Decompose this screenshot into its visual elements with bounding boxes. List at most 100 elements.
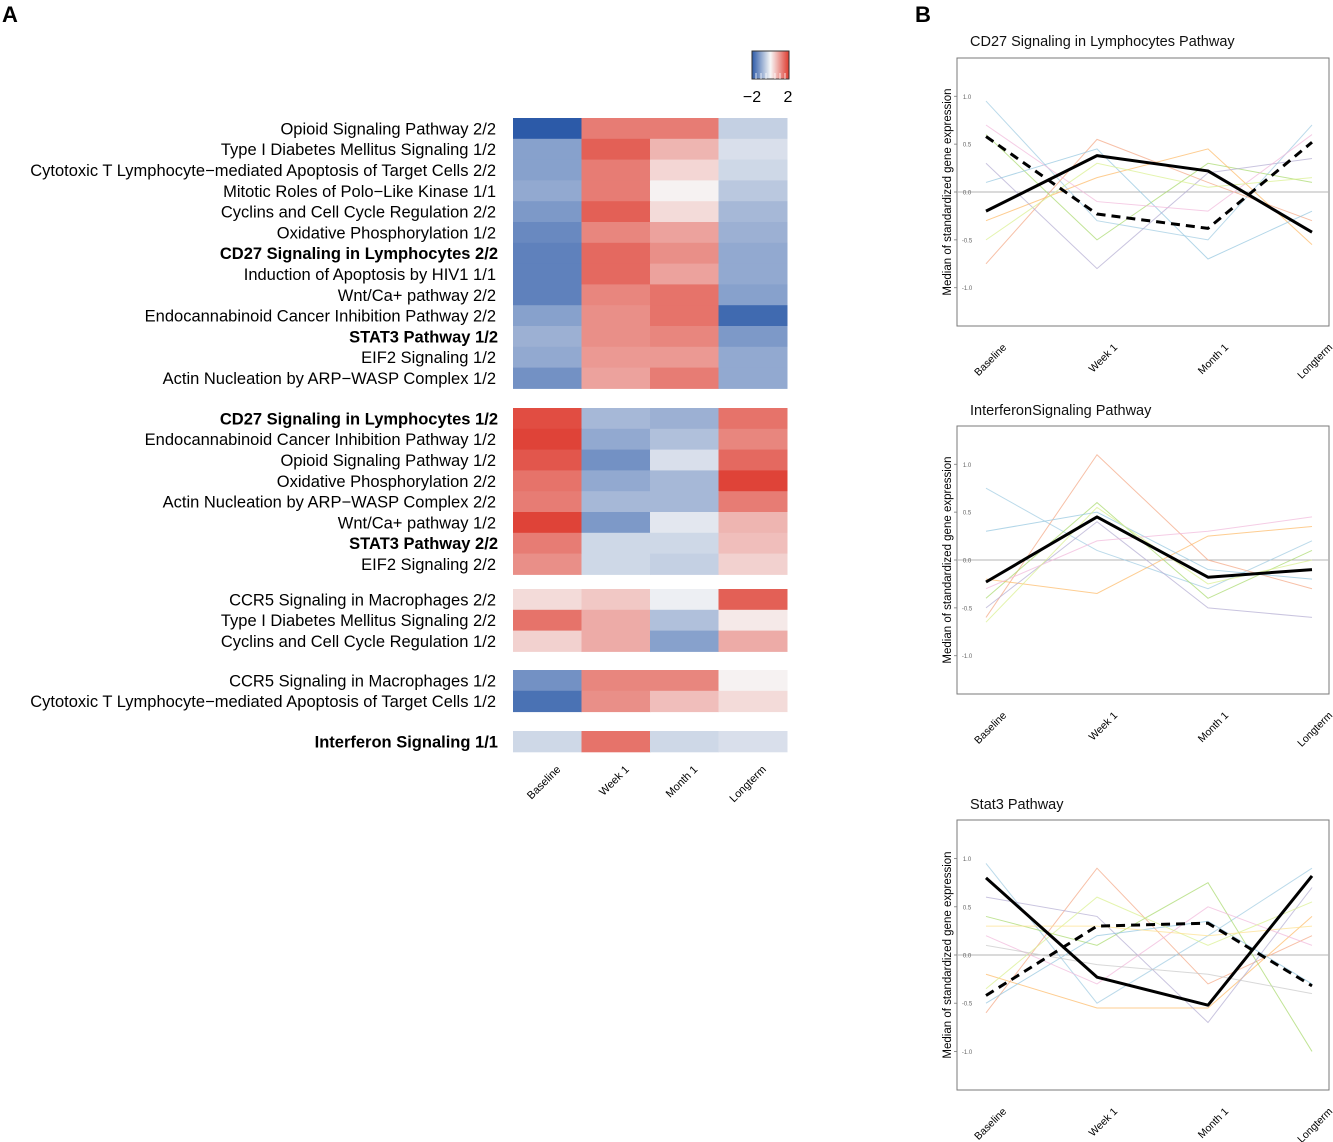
heatmap-cell: [650, 553, 719, 575]
heatmap-cell: [513, 326, 582, 348]
heatmap-row-label: CD27 Signaling in Lymphocytes 2/2: [220, 245, 498, 263]
heatmap-row-label: Type I Diabetes Mellitus Signaling 2/2: [221, 612, 496, 630]
y-tick-label: -0.5: [962, 1002, 973, 1008]
chart-title: CD27 Signaling in Lymphocytes Pathway: [970, 34, 1235, 50]
heatmap-column-label: Baseline: [525, 764, 563, 802]
heatmap-cell: [581, 670, 651, 692]
heatmap-cell: [581, 609, 651, 632]
heatmap-cell: [718, 222, 788, 244]
heatmap-cell: [650, 180, 719, 202]
heatmap-row-label: Interferon Signaling 1/1: [315, 733, 498, 751]
heatmap-cell: [650, 159, 719, 181]
heatmap-cell: [718, 326, 788, 348]
heatmap-cell: [718, 242, 788, 265]
heatmap-cell: [513, 491, 582, 513]
x-tick-label: Longterm: [1295, 709, 1333, 749]
heatmap-cell: [650, 731, 719, 753]
heatmap-cell: [718, 159, 788, 181]
heatmap-cell: [718, 532, 788, 555]
heatmap-cell: [513, 159, 582, 181]
heatmap-cell: [581, 242, 651, 265]
heatmap-cell: [718, 512, 788, 534]
heatmap-cell: [650, 470, 719, 492]
heatmap-row-label: Endocannabinoid Cancer Inhibition Pathwa…: [145, 431, 496, 449]
heatmap-cell: [581, 305, 651, 327]
y-tick-label: 0.5: [963, 511, 972, 517]
heatmap-cell: [513, 731, 582, 753]
heatmap-cell: [718, 449, 788, 471]
chart-title: InterferonSignaling Pathway: [970, 403, 1152, 419]
heatmap-cell: [718, 367, 788, 389]
background-gene-line: [985, 916, 1313, 1009]
background-gene-line: [985, 148, 1313, 260]
heatmap-cell: [513, 670, 582, 692]
x-tick-label: Baseline: [972, 342, 1009, 379]
heatmap-cell: [513, 630, 582, 652]
median-series-line: [985, 135, 1313, 230]
heatmap-cell: [650, 367, 719, 389]
color-legend-min-label: −2: [743, 89, 761, 106]
heatmap-cell: [581, 138, 651, 161]
heatmap-cell: [513, 589, 582, 611]
y-axis-label: Median of standardized gene expression: [942, 456, 954, 663]
heatmap-cell: [650, 512, 719, 534]
heatmap-cell: [581, 408, 651, 430]
heatmap-cell: [650, 346, 719, 369]
heatmap-cell: [718, 305, 788, 327]
heatmap-cell: [513, 284, 582, 306]
heatmap-cell: [581, 284, 651, 306]
heatmap-row-label: Oxidative Phosphorylation 1/2: [277, 224, 496, 242]
heatmap-cell: [581, 118, 651, 140]
y-tick-label: -1.0: [962, 286, 973, 292]
y-tick-label: -1.0: [962, 654, 973, 660]
y-axis-label: Median of standardized gene expression: [942, 88, 954, 295]
y-axis-label: Median of standardized gene expression: [942, 851, 954, 1058]
heatmap-cell: [650, 670, 719, 692]
heatmap-cell: [718, 180, 788, 202]
heatmap-cell: [513, 532, 582, 555]
heatmap-cell: [581, 201, 651, 223]
heatmap-row-label: EIF2 Signaling 1/2: [361, 349, 496, 367]
heatmap-cell: [513, 118, 582, 140]
heatmap-cell: [581, 491, 651, 513]
heatmap-row-label: Mitotic Roles of Polo−Like Kinase 1/1: [223, 183, 496, 201]
y-tick-label: -1.0: [962, 1050, 973, 1056]
heatmap-cell: [513, 690, 582, 713]
heatmap-cell: [513, 346, 582, 369]
heatmap-cell: [650, 263, 719, 285]
median-series-line: [985, 921, 1313, 997]
heatmap-cell: [718, 118, 788, 140]
heatmap-cell: [718, 630, 788, 652]
line-chart: Stat3 Pathway -1.0 -0.5 0.0 0.5 1.0 Median of …: [942, 797, 1333, 1142]
line-chart: CD27 Signaling in Lymphocytes Pathway -1.…: [942, 34, 1333, 381]
heatmap-cell: [513, 138, 582, 161]
heatmap-cell: [718, 670, 788, 692]
heatmap-cell: [513, 408, 582, 430]
color-legend-max-label: 2: [784, 89, 793, 106]
heatmap-row-label: Actin Nucleation by ARP−WASP Complex 1/2: [163, 370, 496, 388]
heatmap-cell: [513, 449, 582, 471]
heatmap-row-label: Actin Nucleation by ARP−WASP Complex 2/2: [163, 494, 496, 512]
heatmap-row-label: Cytotoxic T Lymphocyte−mediated Apoptosi…: [30, 693, 496, 711]
y-tick-label: -0.5: [962, 238, 973, 244]
panel-label-b: B: [915, 2, 931, 27]
heatmap-cell: [513, 242, 582, 265]
y-tick-label: 0.0: [963, 559, 972, 565]
heatmap-cell: [650, 532, 719, 555]
heatmap-row-label: Opioid Signaling Pathway 2/2: [280, 120, 496, 138]
heatmap-cell: [581, 326, 651, 348]
heatmap-cell: [718, 470, 788, 492]
y-tick-label: 1.0: [963, 857, 972, 863]
heatmap-row-label: Endocannabinoid Cancer Inhibition Pathwa…: [145, 308, 496, 326]
y-tick-label: 0.0: [963, 954, 972, 960]
heatmap-cell: [650, 408, 719, 430]
x-tick-label: Baseline: [972, 710, 1009, 747]
heatmap-cell: [581, 553, 651, 575]
x-tick-label: Baseline: [972, 1106, 1009, 1142]
background-gene-line: [985, 487, 1313, 590]
heatmap-cell: [650, 609, 719, 632]
x-tick-label: Longterm: [1295, 1105, 1333, 1142]
heatmap-row-label: Induction of Apoptosis by HIV1 1/1: [244, 266, 496, 284]
background-gene-line: [985, 896, 1313, 990]
